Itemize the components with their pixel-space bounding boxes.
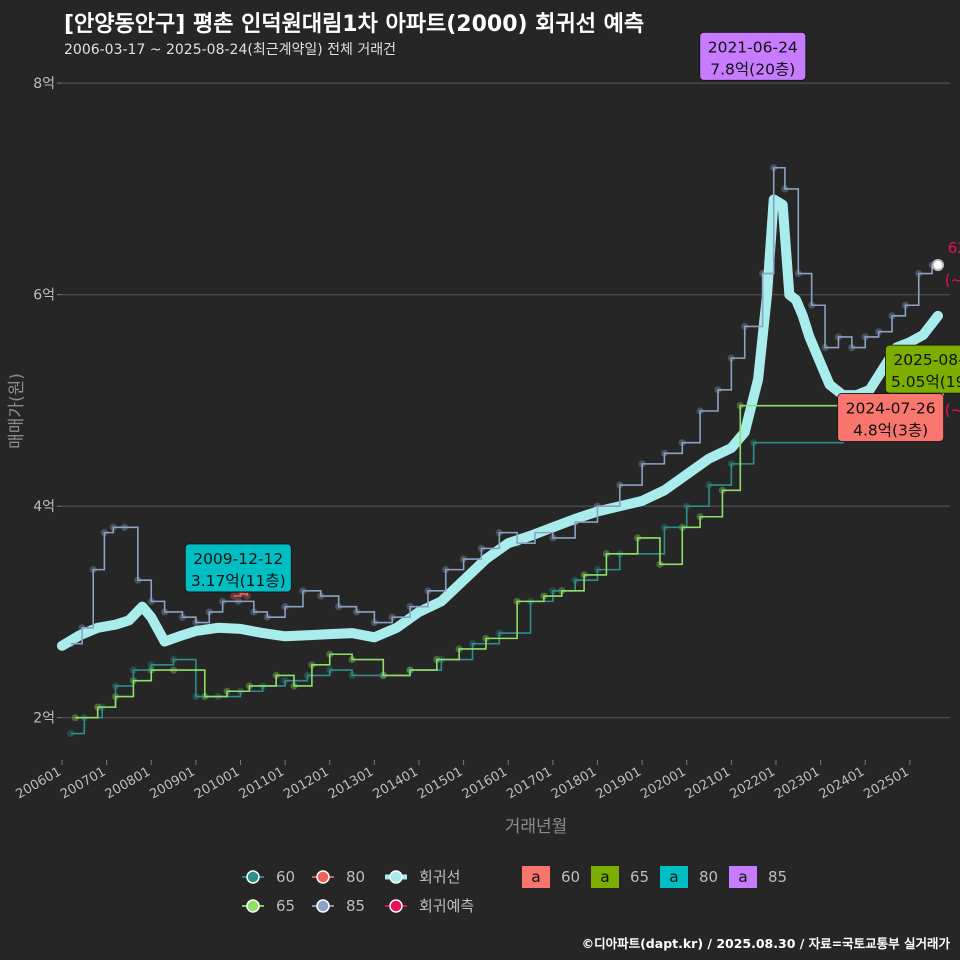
x-tick-label: 201201 — [281, 764, 331, 802]
x-tick-label: 201001 — [192, 764, 242, 802]
end-value-label: 62,833 — [948, 239, 960, 257]
x-tick-label: 201701 — [504, 764, 554, 802]
legend-swatch-glyph: a — [531, 868, 541, 886]
legend-swatch-label: 80 — [699, 868, 718, 886]
y-tick-label: 8억 — [33, 76, 55, 92]
x-tick-label: 200901 — [147, 764, 197, 802]
annotation-box — [884, 344, 960, 394]
series-line-65 — [75, 395, 938, 719]
x-tick-label: 201501 — [415, 764, 465, 802]
scatter-point — [230, 592, 238, 600]
x-tick-label: 201401 — [370, 764, 420, 802]
annotation-label: 2025-08-24 5.05억(19층) — [884, 344, 960, 394]
chart-title: [안양동안구] 평촌 인덕원대림1차 아파트(2000) 회귀선 예측 — [64, 12, 645, 37]
x-tick-label: 202201 — [727, 764, 777, 802]
annotation-price: 7.8억(20층) — [710, 60, 795, 78]
x-tick-label: 202301 — [772, 764, 822, 802]
chart-subtitle: 2006-03-17 ~ 2025-08-24(최근계약일) 전체 거래건 — [64, 42, 396, 58]
legend-swatch-glyph: a — [600, 868, 610, 886]
legend-marker — [389, 899, 403, 913]
x-tick-label: 201901 — [594, 764, 644, 802]
legend-marker — [316, 870, 330, 884]
annotation-label: 2021-06-24 7.8억(20층) — [699, 31, 807, 81]
legend-label: 회귀예측 — [419, 897, 474, 915]
legend-marker — [316, 899, 330, 913]
end-area-label: (~85㎡) — [945, 271, 960, 289]
legend-label: 80 — [346, 868, 365, 886]
legend-swatch-label: 65 — [630, 868, 649, 886]
y-axis-title: 매매가(원) — [7, 373, 27, 449]
end-point — [931, 259, 944, 272]
annotation-box — [184, 543, 292, 593]
y-tick-label: 2억 — [33, 711, 55, 727]
legend-label: 60 — [276, 868, 295, 886]
legend: 60 80 회귀선 65 85 회귀예측 a 60 a 65 a 80 a 85 — [242, 866, 787, 915]
legend-swatch — [522, 866, 550, 888]
annotation-label: 2024-07-26 4.8억(3층) — [837, 393, 945, 442]
legend-swatch-label: 85 — [768, 868, 787, 886]
legend-swatch — [729, 866, 757, 888]
legend-swatch-glyph: a — [738, 868, 748, 886]
annotation-price: 4.8억(3층) — [853, 422, 928, 440]
annotation-date: 2009-12-12 — [193, 550, 283, 568]
x-tick-label: 201101 — [237, 764, 287, 802]
end-area-label: (~65㎡) — [945, 401, 960, 419]
x-tick-label: 201801 — [549, 764, 599, 802]
scatter-layer — [67, 164, 942, 738]
legend-swatch-label: 60 — [561, 868, 580, 886]
legend-swatch-glyph: a — [669, 868, 679, 886]
annotation-price: 5.05억(19층) — [891, 373, 960, 391]
legend-marker — [389, 870, 403, 884]
x-tick-label: 202401 — [817, 764, 867, 802]
legend-swatch — [591, 866, 619, 888]
regression-line — [57, 194, 943, 651]
annotation-date: 2021-06-24 — [708, 38, 798, 56]
x-tick-label: 201601 — [460, 764, 510, 802]
series-line-80 — [233, 593, 248, 597]
x-tick-label: 200801 — [103, 764, 153, 802]
y-tick-label: 4억 — [33, 499, 55, 515]
annotation-label: 2009-12-12 3.17억(11층) — [184, 543, 292, 593]
annotation-date: 2025-08-24 — [893, 351, 960, 369]
x-tick-label: 202001 — [638, 764, 688, 802]
annotation-price: 3.17억(11층) — [191, 572, 286, 590]
annotation-box — [837, 393, 945, 442]
x-axis-title: 거래년월 — [505, 817, 568, 837]
series-line-85 — [70, 166, 938, 645]
legend-marker — [246, 899, 260, 913]
x-tick-label: 202501 — [861, 764, 911, 802]
y-tick-label: 6억 — [33, 288, 55, 304]
legend-label: 65 — [276, 897, 295, 915]
x-tick-label: 201301 — [326, 764, 376, 802]
legend-label: 85 — [346, 897, 365, 915]
x-tick-label: 200601 — [14, 764, 64, 802]
x-tick-label: 202101 — [683, 764, 733, 802]
source-footer: ©디아파트(dapt.kr) / 2025.08.30 / 자료=국토교통부 실… — [581, 936, 950, 951]
legend-swatch — [660, 866, 688, 888]
annotation-box — [699, 31, 807, 81]
legend-marker — [246, 870, 260, 884]
x-tick-label: 200701 — [58, 764, 108, 802]
annotation-date: 2024-07-26 — [846, 400, 936, 418]
legend-label: 회귀선 — [419, 868, 460, 886]
